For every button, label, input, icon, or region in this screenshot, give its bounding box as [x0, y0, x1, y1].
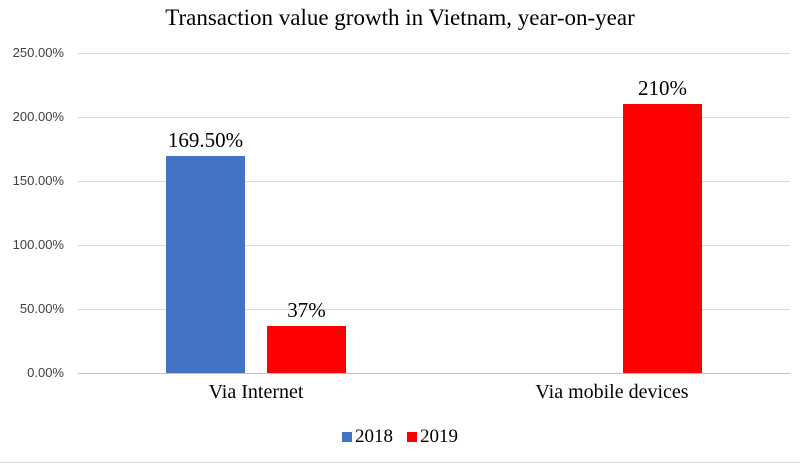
legend-item-2018: 2018: [342, 426, 393, 448]
gridline: [78, 53, 790, 54]
bar-2018-via-internet: [166, 156, 245, 373]
y-tick-label: 200.00%: [12, 109, 64, 124]
legend-item-2019: 2019: [407, 426, 458, 448]
y-tick-label: 250.00%: [12, 45, 64, 60]
chart-title: Transaction value growth in Vietnam, yea…: [165, 5, 635, 30]
gridline: [78, 309, 790, 310]
y-tick-label: 50.00%: [19, 301, 64, 316]
data-label-2018-via-internet: 169.50%: [167, 128, 244, 152]
data-label-2019-via-mobile-devices: 210%: [638, 76, 687, 100]
legend: 2018 2019: [0, 426, 800, 448]
legend-swatch-icon: [342, 432, 352, 442]
y-tick-label: 0.00%: [27, 365, 64, 380]
gridline: [78, 181, 790, 182]
x-category-label-via-internet: Via Internet: [208, 381, 304, 403]
legend-label: 2018: [355, 426, 393, 447]
y-tick-label: 150.00%: [12, 173, 64, 188]
data-label-2019-via-internet: 37%: [287, 298, 326, 322]
plot-area: [78, 53, 790, 374]
chart-bottom-border: [0, 462, 800, 463]
y-tick-label: 100.00%: [12, 237, 64, 252]
legend-swatch-icon: [407, 432, 417, 442]
bar-2019-via-mobile-devices: [623, 104, 702, 373]
bar-2019-via-internet: [267, 326, 346, 373]
gridline: [78, 117, 790, 118]
x-category-label-via-mobile-devices: Via mobile devices: [535, 381, 689, 403]
legend-label: 2019: [420, 426, 458, 447]
gridline: [78, 245, 790, 246]
x-axis-line: [78, 373, 790, 374]
